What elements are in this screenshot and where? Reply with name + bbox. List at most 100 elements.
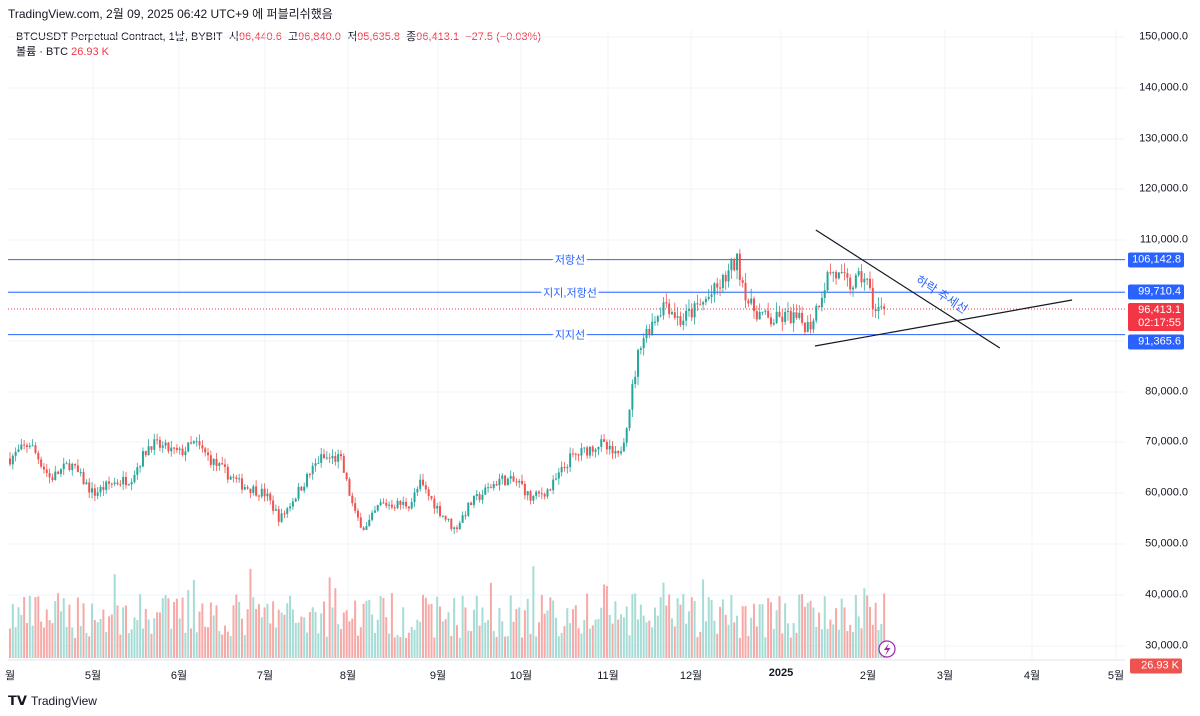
lightning-icon-glyph bbox=[884, 643, 891, 656]
price-tick: 50,000.0 bbox=[1145, 537, 1188, 550]
volume-bar bbox=[784, 603, 787, 658]
volume-bar bbox=[9, 628, 11, 658]
volume-label[interactable]: 볼륨 · BTC bbox=[16, 46, 69, 58]
volume-bar bbox=[453, 598, 456, 658]
candle-body bbox=[201, 445, 204, 449]
volume-bar bbox=[184, 632, 187, 658]
time-tick: 8월 bbox=[339, 670, 357, 682]
candle-body bbox=[704, 298, 707, 303]
candle-body bbox=[96, 492, 99, 496]
candle-body bbox=[738, 253, 741, 281]
volume-bar bbox=[422, 594, 425, 658]
price-tick: 150,000.0 bbox=[1139, 30, 1188, 43]
candle-body bbox=[668, 303, 671, 315]
volume-bar bbox=[136, 620, 139, 658]
volume-bar bbox=[430, 603, 433, 658]
volume-bar bbox=[283, 614, 286, 658]
volume-bar bbox=[761, 604, 764, 658]
volume-bar bbox=[54, 601, 57, 658]
candle-body bbox=[461, 515, 464, 523]
volume-bar bbox=[614, 601, 617, 658]
volume-bar bbox=[685, 623, 688, 658]
candle-body bbox=[614, 450, 617, 454]
volume-bar bbox=[634, 593, 637, 658]
level-label: 지지선 bbox=[555, 329, 585, 342]
volume-bar bbox=[801, 594, 804, 658]
candle-body bbox=[207, 452, 210, 456]
candle-body bbox=[736, 253, 739, 271]
volume-bar bbox=[648, 620, 651, 658]
volume-bar bbox=[487, 619, 490, 658]
volume-bar bbox=[382, 597, 385, 658]
volume-bar bbox=[594, 619, 597, 658]
candle-body bbox=[591, 446, 594, 452]
candle-body bbox=[14, 451, 17, 456]
candle-body bbox=[170, 447, 173, 452]
downtrend-label: 하락 추세선 bbox=[913, 273, 970, 317]
candle-body bbox=[470, 502, 473, 506]
candle-body bbox=[634, 376, 637, 385]
volume-bar bbox=[820, 629, 823, 658]
candle-body bbox=[594, 449, 597, 452]
volume-bar bbox=[226, 631, 229, 658]
candle-body bbox=[540, 493, 543, 495]
candle-body bbox=[303, 486, 306, 491]
volume-bar bbox=[829, 619, 832, 658]
candle-body bbox=[85, 482, 88, 485]
volume-bar bbox=[291, 609, 294, 658]
volume-bar bbox=[337, 624, 340, 658]
volume-bar bbox=[25, 623, 28, 658]
volume-bar bbox=[837, 629, 840, 658]
candle-body bbox=[662, 302, 665, 316]
volume-bar bbox=[586, 593, 589, 658]
candle-body bbox=[883, 306, 886, 310]
volume-bar bbox=[481, 607, 484, 658]
candle-body bbox=[557, 472, 560, 479]
volume-bar bbox=[815, 626, 818, 658]
volume-bar bbox=[356, 635, 359, 658]
candle-body bbox=[238, 478, 241, 480]
candle-body bbox=[93, 488, 96, 496]
candle-body bbox=[455, 527, 458, 529]
volume-bar bbox=[204, 626, 207, 658]
candle-body bbox=[212, 458, 215, 465]
volume-bar bbox=[405, 637, 408, 658]
candle-body bbox=[263, 488, 266, 497]
volume-bar bbox=[755, 626, 758, 658]
candle-body bbox=[34, 445, 37, 453]
volume-bar bbox=[147, 619, 150, 658]
volume-bar bbox=[105, 631, 108, 658]
volume-bar bbox=[410, 626, 413, 658]
volume-bar bbox=[662, 582, 665, 658]
volume-bar bbox=[571, 609, 574, 658]
volume-bar bbox=[308, 611, 311, 658]
candle-body bbox=[806, 322, 809, 332]
volume-bar bbox=[209, 602, 212, 658]
candle-body bbox=[28, 445, 31, 447]
brand-name: TradingView bbox=[30, 694, 97, 708]
candle-body bbox=[676, 316, 679, 318]
volume-bar bbox=[388, 633, 391, 658]
resistance-price-tag: 106,142.8 bbox=[1128, 252, 1184, 268]
volume-bar bbox=[317, 633, 320, 658]
candle-body bbox=[399, 500, 402, 505]
volume-bar bbox=[803, 606, 806, 658]
volume-bar bbox=[871, 624, 874, 658]
tradingview-logo[interactable]: 𝗧𝗩 TradingView bbox=[8, 693, 97, 709]
volume-bar bbox=[260, 617, 263, 658]
candle-body bbox=[767, 310, 770, 318]
volume-bar bbox=[85, 633, 88, 658]
volume-bar bbox=[342, 612, 345, 658]
volume-bar bbox=[608, 614, 611, 658]
volume-bar bbox=[379, 596, 382, 658]
volume-bar bbox=[167, 598, 170, 658]
volume-bar bbox=[365, 600, 368, 658]
candle-body bbox=[407, 506, 410, 509]
volume-bar bbox=[314, 611, 317, 658]
candle-body bbox=[571, 453, 574, 455]
volume-bar bbox=[201, 603, 204, 658]
candle-body bbox=[625, 428, 628, 443]
volume-bar bbox=[475, 595, 478, 658]
volume-bar bbox=[631, 594, 634, 658]
